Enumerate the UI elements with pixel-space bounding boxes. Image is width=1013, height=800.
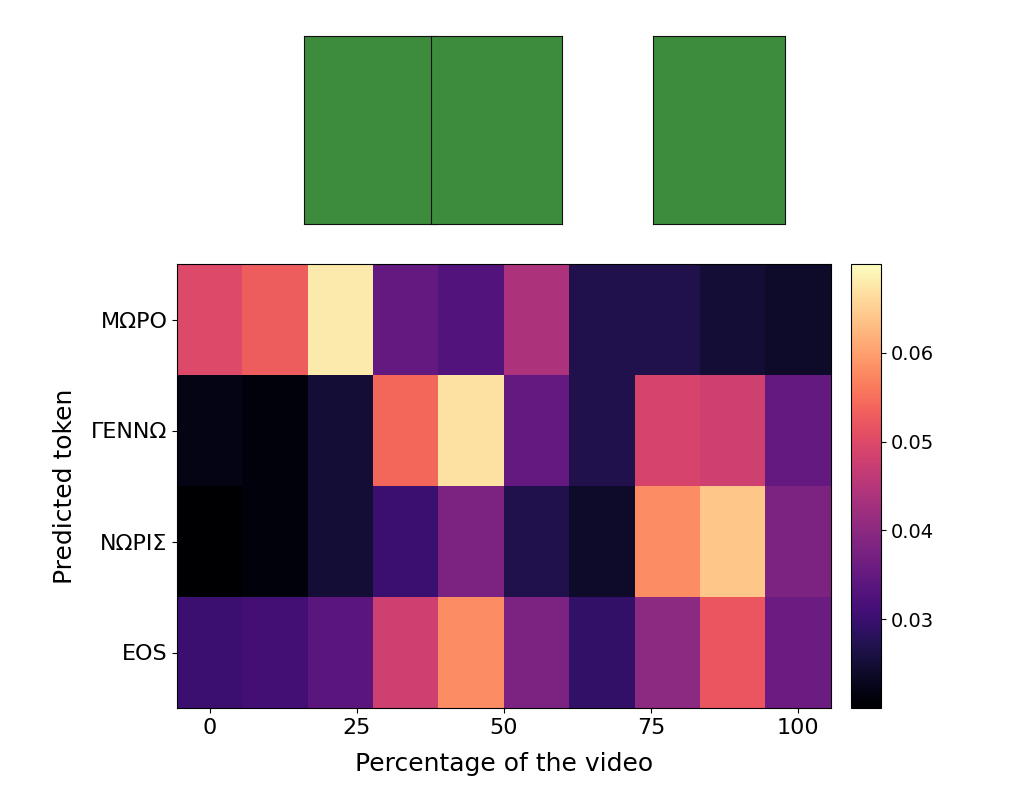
X-axis label: Percentage of the video: Percentage of the video (355, 752, 653, 776)
Y-axis label: Predicted token: Predicted token (54, 388, 77, 584)
